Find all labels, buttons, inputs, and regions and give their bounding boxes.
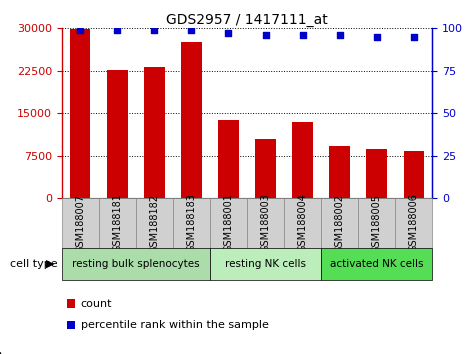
Bar: [70, 29, 90, 198]
Point: [188, 27, 195, 33]
Bar: [321, 198, 358, 248]
Bar: [210, 198, 247, 248]
Point: [151, 27, 158, 33]
Text: count: count: [81, 299, 112, 309]
Bar: [62, 198, 99, 248]
Bar: [136, 198, 173, 248]
Point: [336, 32, 343, 38]
Text: resting bulk splenocytes: resting bulk splenocytes: [72, 259, 200, 269]
Text: cell type: cell type: [10, 259, 57, 269]
Bar: [330, 146, 350, 198]
Bar: [144, 67, 164, 198]
Point: [76, 27, 84, 33]
Title: GDS2957 / 1417111_at: GDS2957 / 1417111_at: [166, 13, 328, 27]
Text: percentile rank within the sample: percentile rank within the sample: [81, 320, 269, 330]
Text: GSM188005: GSM188005: [371, 194, 382, 252]
Bar: [99, 198, 136, 248]
Text: GSM188007: GSM188007: [75, 194, 86, 252]
Point: [262, 32, 269, 38]
Bar: [62, 248, 210, 280]
Bar: [181, 42, 201, 198]
Text: GSM188182: GSM188182: [149, 194, 160, 252]
Bar: [358, 198, 395, 248]
Bar: [284, 198, 321, 248]
Bar: [293, 122, 313, 198]
Point: [410, 34, 418, 40]
Bar: [107, 70, 127, 198]
Point: [299, 32, 306, 38]
Bar: [218, 120, 238, 198]
Bar: [256, 139, 276, 198]
Text: resting NK cells: resting NK cells: [225, 259, 306, 269]
Text: GSM188003: GSM188003: [260, 194, 271, 252]
Bar: [367, 149, 387, 198]
Text: GSM188004: GSM188004: [297, 194, 308, 252]
Point: [373, 34, 380, 40]
Bar: [210, 248, 321, 280]
Bar: [173, 198, 210, 248]
Text: GSM188006: GSM188006: [408, 194, 419, 252]
Point: [225, 30, 232, 36]
Text: activated NK cells: activated NK cells: [330, 259, 423, 269]
Bar: [321, 248, 432, 280]
Text: GSM188002: GSM188002: [334, 194, 345, 252]
Text: GSM188001: GSM188001: [223, 194, 234, 252]
Bar: [404, 151, 424, 198]
Bar: [247, 198, 284, 248]
Point: [114, 27, 121, 33]
Bar: [395, 198, 432, 248]
Text: GSM188181: GSM188181: [112, 194, 123, 252]
Text: ▶: ▶: [46, 259, 55, 269]
Text: GSM188183: GSM188183: [186, 194, 197, 252]
